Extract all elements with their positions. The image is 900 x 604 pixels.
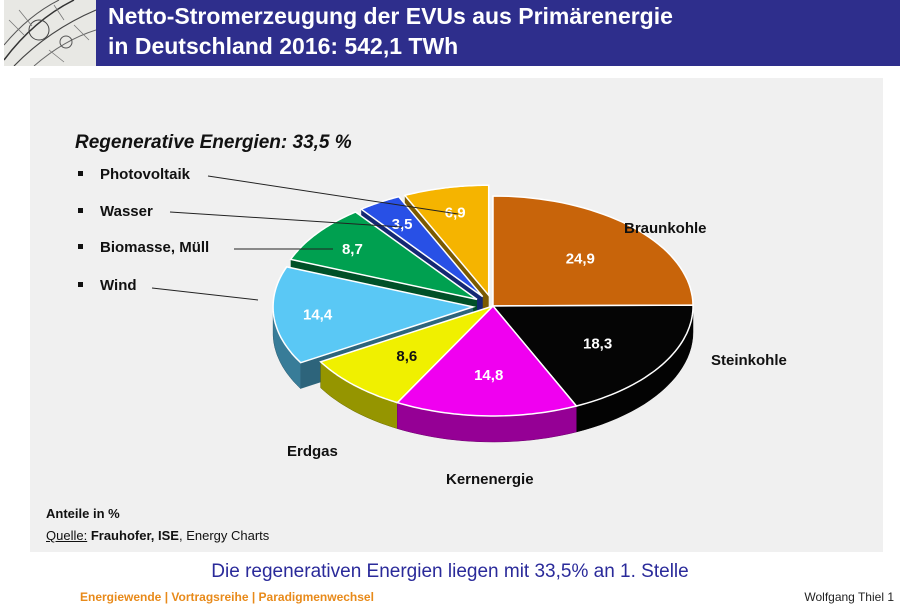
value-label-wasser: 3,5 xyxy=(392,216,413,233)
footer-series-title: Energiewende | Vortragsreihe | Paradigme… xyxy=(80,590,374,604)
value-label-braunkohle: 24,9 xyxy=(566,251,595,268)
legend-item-biomasse: Biomasse, Müll xyxy=(78,239,209,256)
source-name: Frauhofer, ISE xyxy=(91,528,179,543)
category-label-erdgas: Erdgas xyxy=(287,443,338,460)
value-label-photovoltaik: 6,9 xyxy=(445,205,466,222)
legend-label: Photovoltaik xyxy=(100,166,190,183)
value-label-steinkohle: 18,3 xyxy=(583,336,612,353)
value-label-wind: 14,4 xyxy=(303,307,333,324)
leader-line xyxy=(152,288,258,300)
bullet-icon xyxy=(78,244,83,249)
legend-item-wind: Wind xyxy=(78,277,137,294)
legend-label: Wasser xyxy=(100,203,153,220)
footer-author-page: Wolfgang Thiel 1 xyxy=(804,590,894,604)
category-label-braunkohle: Braunkohle xyxy=(624,220,707,237)
legend-label: Biomasse, Müll xyxy=(100,239,209,256)
bullet-icon xyxy=(78,282,83,287)
value-label-erdgas: 8,6 xyxy=(396,348,417,365)
value-label-kernenergie: 14,8 xyxy=(474,367,503,384)
conclusion-text: Die regenerativen Energien liegen mit 33… xyxy=(0,561,900,583)
category-label-kernenergie: Kernenergie xyxy=(446,471,534,488)
units-note: Anteile in % xyxy=(46,506,120,521)
value-label-biomasse-m-ll: 8,7 xyxy=(342,241,363,258)
source-note: Quelle: Frauhofer, ISE, Energy Charts xyxy=(46,528,269,543)
source-label: Quelle: xyxy=(46,528,87,543)
legend-item-wasser: Wasser xyxy=(78,203,153,220)
chart-subtitle: Regenerative Energien: 33,5 % xyxy=(75,132,352,154)
legend-label: Wind xyxy=(100,277,137,294)
bullet-icon xyxy=(78,171,83,176)
bullet-icon xyxy=(78,208,83,213)
source-rest: , Energy Charts xyxy=(179,528,269,543)
category-label-steinkohle: Steinkohle xyxy=(711,352,787,369)
legend-item-photovoltaik: Photovoltaik xyxy=(78,166,190,183)
